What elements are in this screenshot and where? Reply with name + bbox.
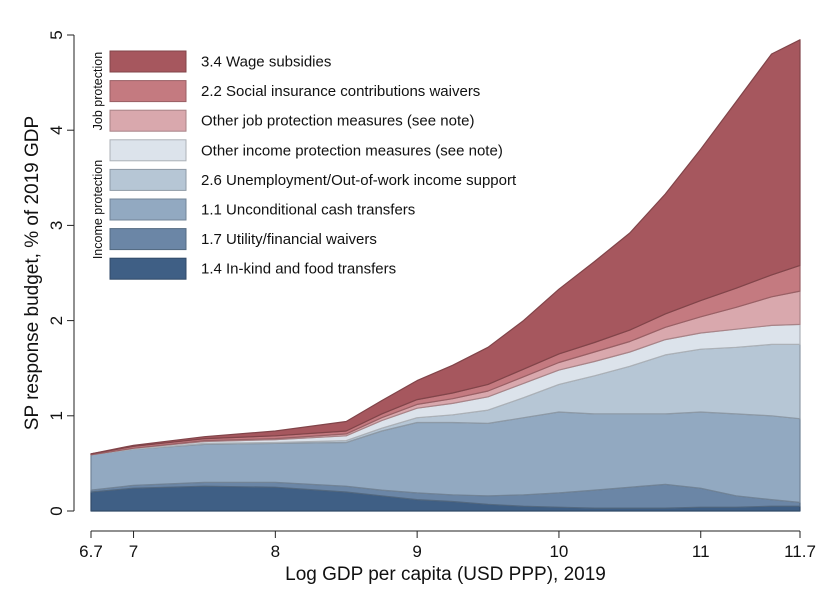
x-tick-label: 9 bbox=[412, 542, 421, 561]
area-8 bbox=[90, 39, 801, 455]
x-tick-label: 8 bbox=[271, 542, 280, 561]
legend-swatch bbox=[109, 80, 187, 103]
legend-label: 2.2 Social insurance contributions waive… bbox=[201, 83, 480, 100]
legend-group-label: Job protection bbox=[91, 52, 105, 131]
legend-label: 3.4 Wage subsidies bbox=[201, 54, 331, 71]
stacked-areas bbox=[90, 39, 801, 512]
y-axis-title: SP response budget, % of 2019 GDP bbox=[22, 116, 43, 430]
y-tick-label: 5 bbox=[47, 30, 66, 39]
y-tick-label: 3 bbox=[47, 221, 66, 230]
legend-swatch bbox=[109, 228, 187, 251]
legend-label: Other income protection measures (see no… bbox=[201, 142, 503, 159]
x-tick-label: 11 bbox=[692, 542, 710, 561]
y-ticks: 0 1 2 3 4 5 bbox=[47, 30, 74, 516]
axes: 6.7 7 8 9 10 11 11.7 0 1 2 3 4 5 bbox=[47, 30, 816, 561]
legend-swatch bbox=[109, 198, 187, 221]
legend-label: 1.7 Utility/financial waivers bbox=[201, 231, 377, 248]
legend-swatch bbox=[109, 50, 187, 73]
y-tick-label: 2 bbox=[47, 316, 66, 325]
x-ticks: 6.7 7 8 9 10 11 11.7 bbox=[79, 531, 816, 561]
legend-swatch bbox=[109, 109, 187, 132]
legend-swatch bbox=[109, 257, 187, 280]
legend-swatch bbox=[109, 139, 187, 162]
legend-label: 1.4 In-kind and food transfers bbox=[201, 261, 396, 278]
y-tick-label: 0 bbox=[47, 506, 66, 515]
legend: 3.4 Wage subsidies 2.2 Social insurance c… bbox=[91, 50, 517, 280]
legend-label: Other job protection measures (see note) bbox=[201, 113, 474, 130]
x-tick-label: 7 bbox=[129, 542, 138, 561]
x-tick-label: 11.7 bbox=[784, 542, 816, 561]
x-tick-label: 10 bbox=[549, 542, 568, 561]
x-tick-label: 6.7 bbox=[79, 542, 103, 561]
legend-swatch bbox=[109, 168, 187, 191]
y-tick-label: 1 bbox=[47, 411, 66, 420]
x-axis-title: Log GDP per capita (USD PPP), 2019 bbox=[285, 564, 606, 585]
legend-label: 1.1 Unconditional cash transfers bbox=[201, 202, 415, 219]
legend-group-label: Income protection bbox=[91, 160, 105, 259]
y-tick-label: 4 bbox=[47, 125, 66, 134]
legend-label: 2.6 Unemployment/Out-of-work income supp… bbox=[201, 172, 517, 189]
